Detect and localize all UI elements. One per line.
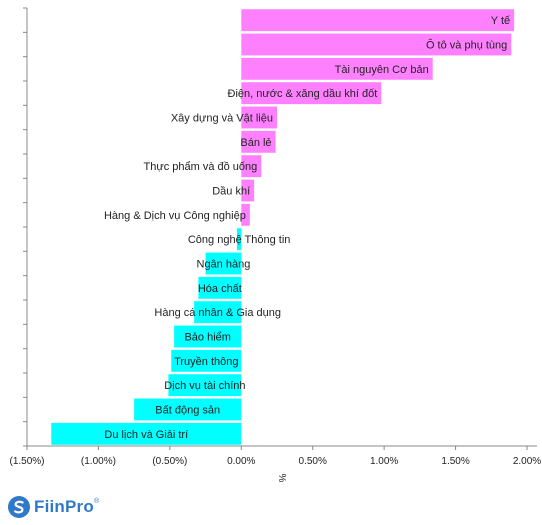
bar-label: Dịch vụ tài chính bbox=[164, 380, 245, 392]
fiinpro-logo-text: FiinPro® bbox=[34, 497, 100, 516]
bar bbox=[171, 349, 242, 372]
bar bbox=[241, 179, 255, 202]
bar bbox=[241, 57, 433, 80]
bar-label: Hóa chất bbox=[198, 283, 242, 295]
bar bbox=[241, 33, 512, 56]
bar-label: Hàng cá nhân & Gia dụng bbox=[154, 307, 281, 319]
x-tick-label: 2.00% bbox=[513, 456, 541, 467]
bar bbox=[241, 82, 382, 105]
bars-group bbox=[51, 9, 515, 445]
bar bbox=[51, 422, 242, 445]
bar bbox=[134, 398, 242, 421]
bar bbox=[194, 301, 242, 324]
bar bbox=[174, 325, 242, 348]
bar bbox=[168, 374, 242, 397]
bar-label: Công nghệ Thông tin bbox=[188, 234, 291, 246]
bar bbox=[241, 130, 276, 153]
bar-label: Bất động sản bbox=[155, 405, 220, 417]
bar-labels-group: Y tế Ô tô và phụ tùng Tài nguyên Cơ bản Điệ… bbox=[104, 15, 510, 441]
bar-label: Du lịch và Giải trí bbox=[104, 429, 188, 441]
bar bbox=[241, 9, 515, 32]
bar-label: Truyền thông bbox=[174, 356, 238, 368]
bar bbox=[198, 276, 242, 299]
x-tick-label: 1.00% bbox=[370, 456, 398, 467]
bar-label: Bán lẻ bbox=[240, 137, 271, 149]
x-axis-title: % bbox=[276, 474, 287, 483]
x-tick-label: (1.50%) bbox=[9, 456, 44, 467]
bar bbox=[205, 252, 242, 275]
x-tick-label: (1.00%) bbox=[81, 456, 116, 467]
bar bbox=[237, 228, 242, 251]
bar bbox=[241, 203, 250, 226]
x-tick-label: 0.00% bbox=[227, 456, 255, 467]
x-tick-label: 0.50% bbox=[299, 456, 327, 467]
bar-label: Dầu khí bbox=[212, 186, 250, 198]
x-tick-label: 1.50% bbox=[441, 456, 469, 467]
bar-label: Thực phẩm và đồ uống bbox=[144, 161, 258, 173]
bar-label: Hàng & Dịch vụ Công nghiệp bbox=[104, 210, 246, 222]
fiinpro-logo-icon bbox=[8, 496, 30, 518]
x-tick-label: (0.50%) bbox=[152, 456, 187, 467]
bar-label: Ngân hàng bbox=[197, 259, 251, 271]
bar-label: Bảo hiểm bbox=[184, 332, 230, 344]
bar-label: Điện, nước & xăng dầu khí đốt bbox=[228, 88, 378, 100]
bar-label: Ô tô và phụ tùng bbox=[426, 39, 507, 52]
bar bbox=[241, 106, 277, 129]
bar-label: Tài nguyên Cơ bản bbox=[335, 64, 429, 76]
axes-group: (1.50%) (1.00%) (0.50%) 0.00% 0.50% 1.00% 1.50… bbox=[9, 7, 541, 483]
bar-label: Y tế bbox=[491, 15, 510, 27]
bar bbox=[241, 155, 262, 178]
bar-label: Xây dựng và Vật liệu bbox=[171, 113, 273, 125]
fiinpro-logo: FiinPro® bbox=[8, 496, 99, 518]
